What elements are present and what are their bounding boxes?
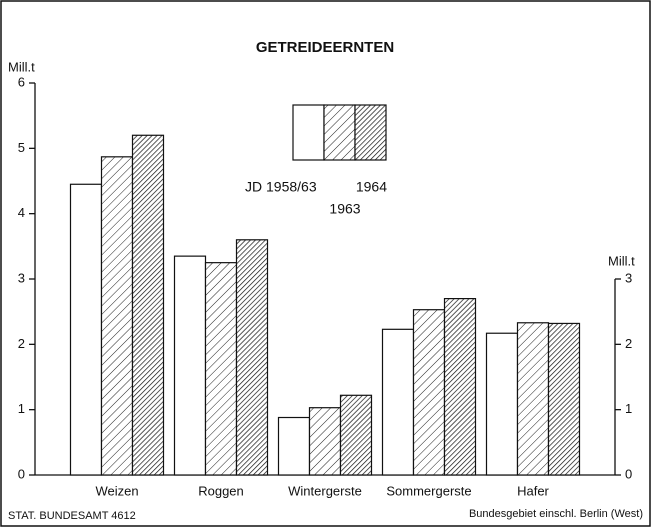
bar <box>485 332 519 476</box>
x-tick-label: Wintergerste <box>288 483 362 498</box>
bar <box>339 394 373 476</box>
bar <box>204 262 238 476</box>
y2-tick-label: 0 <box>625 466 632 481</box>
bar <box>69 183 103 476</box>
bar <box>516 322 550 476</box>
chart-title: GETREIDEERNTEN <box>256 39 394 56</box>
x-tick-label: Hafer <box>517 483 549 498</box>
y2-tick-label: 2 <box>625 336 632 351</box>
y2-tick-label: 3 <box>625 270 632 285</box>
bar <box>443 298 477 476</box>
y2-tick-label: 1 <box>625 401 632 416</box>
legend-swatch <box>292 104 325 161</box>
footnote: Bundesgebiet einschl. Berlin (West) <box>469 508 643 520</box>
y-tick-label: 0 <box>18 466 25 481</box>
bar <box>308 407 342 476</box>
bar <box>381 328 415 476</box>
y-axis-label: Mill.t <box>8 59 35 74</box>
y-tick-label: 2 <box>18 336 25 351</box>
bar <box>412 309 446 476</box>
bar <box>100 156 134 476</box>
x-tick-label: Weizen <box>95 483 138 498</box>
y-tick-label: 6 <box>18 74 25 89</box>
bar <box>547 322 581 476</box>
legend-swatch <box>323 104 356 161</box>
bar <box>173 255 207 476</box>
legend-swatch <box>354 104 387 161</box>
y-tick-label: 3 <box>18 270 25 285</box>
bar <box>277 416 311 476</box>
y-tick-label: 1 <box>18 401 25 416</box>
legend-label: 1963 <box>329 201 360 217</box>
legend-label: 1964 <box>356 179 387 195</box>
legend-label: JD 1958/63 <box>245 179 317 195</box>
bar <box>235 239 269 476</box>
source: STAT. BUNDESAMT 4612 <box>8 510 136 522</box>
y2-axis-label: Mill.t <box>608 253 635 268</box>
x-tick-label: Sommergerste <box>386 483 471 498</box>
y-tick-label: 4 <box>18 205 25 220</box>
bar <box>131 134 165 476</box>
x-tick-label: Roggen <box>198 483 244 498</box>
y-tick-label: 5 <box>18 140 25 155</box>
